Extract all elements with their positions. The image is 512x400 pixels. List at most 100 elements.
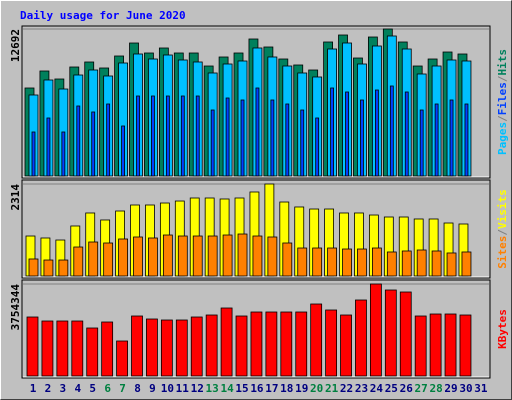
bar — [265, 311, 278, 377]
x-tick-label: 29 — [444, 382, 457, 395]
bar — [133, 236, 143, 277]
x-tick-label: 2 — [45, 382, 52, 395]
bar — [300, 109, 305, 177]
y-tick-label: 2314 — [9, 184, 22, 211]
bar — [330, 87, 335, 177]
bar — [177, 235, 188, 277]
bar — [58, 259, 69, 277]
bar — [175, 319, 188, 377]
y-tick-label: 3754344 — [9, 284, 22, 331]
bar — [26, 316, 39, 377]
x-tick-label: 16 — [250, 382, 264, 395]
bar — [464, 103, 469, 177]
x-tick-label: 17 — [265, 382, 278, 395]
x-tick-label: 20 — [310, 382, 323, 395]
bar — [340, 314, 352, 377]
bar — [46, 117, 51, 177]
legend-separator: / — [496, 229, 509, 236]
bar — [103, 242, 114, 277]
bar — [267, 236, 278, 277]
bar — [434, 103, 439, 177]
bar — [210, 109, 215, 177]
legend-entry: KBytes — [496, 309, 509, 349]
x-tick-label: 31 — [474, 382, 488, 395]
x-tick-label: 25 — [385, 382, 398, 395]
bar — [86, 327, 99, 377]
x-tick-label: 12 — [191, 382, 204, 395]
bar — [384, 289, 397, 377]
x-tick-label: 10 — [161, 382, 174, 395]
x-tick-label: 1 — [30, 382, 37, 395]
bar — [41, 320, 54, 377]
bar — [162, 234, 173, 277]
bar — [310, 303, 323, 377]
bar — [399, 291, 412, 377]
bar — [73, 246, 84, 277]
legend-entry: Pages — [496, 122, 509, 155]
bar — [297, 247, 308, 277]
bar — [315, 117, 320, 177]
y-tick-label: 12692 — [9, 29, 22, 62]
bar — [106, 103, 111, 177]
bar — [342, 248, 352, 277]
legend: KBytes — [496, 309, 509, 349]
x-tick-label: 11 — [176, 382, 190, 395]
bar — [235, 315, 248, 377]
bar — [61, 131, 66, 177]
bar — [165, 95, 170, 177]
bar — [131, 315, 143, 377]
bar — [295, 311, 308, 377]
bar — [225, 97, 230, 177]
bar — [282, 242, 293, 277]
bar — [121, 125, 125, 177]
x-tick-label: 4 — [74, 382, 81, 395]
bar — [446, 252, 457, 277]
bar — [371, 247, 382, 277]
bar — [285, 103, 290, 177]
x-tick-label: 26 — [400, 382, 414, 395]
bar — [205, 314, 218, 377]
bar — [136, 95, 140, 177]
bar — [240, 99, 245, 177]
bar — [180, 95, 185, 177]
bar — [116, 340, 128, 377]
bar — [220, 307, 233, 377]
bar — [419, 109, 424, 177]
bar — [280, 311, 293, 377]
bar — [101, 321, 114, 377]
bar — [360, 99, 364, 177]
bar — [118, 238, 128, 277]
bar — [416, 249, 427, 277]
bar — [369, 283, 382, 377]
bar — [56, 320, 69, 377]
x-tick-label: 15 — [235, 382, 248, 395]
bar — [389, 85, 394, 177]
bar — [190, 316, 203, 377]
x-tick-label: 22 — [340, 382, 353, 395]
x-tick-label: 24 — [370, 382, 384, 395]
bar — [374, 89, 379, 177]
bar — [151, 95, 155, 177]
legend: Sites/Visits — [496, 189, 509, 269]
bar — [312, 247, 323, 277]
bar — [91, 111, 96, 177]
bar — [401, 250, 412, 277]
bar — [459, 314, 472, 377]
bar — [252, 235, 263, 277]
bar — [148, 237, 158, 277]
bar — [386, 251, 397, 277]
x-tick-label: 9 — [149, 382, 156, 395]
bar — [404, 91, 409, 177]
bar — [270, 99, 275, 177]
bar — [414, 315, 427, 377]
bar — [88, 241, 99, 277]
legend-separator: / — [496, 115, 509, 122]
legend-entry: Sites — [496, 236, 509, 269]
bar — [76, 105, 81, 177]
x-tick-label: 7 — [119, 382, 126, 395]
bar — [192, 235, 203, 277]
bar — [444, 313, 457, 377]
